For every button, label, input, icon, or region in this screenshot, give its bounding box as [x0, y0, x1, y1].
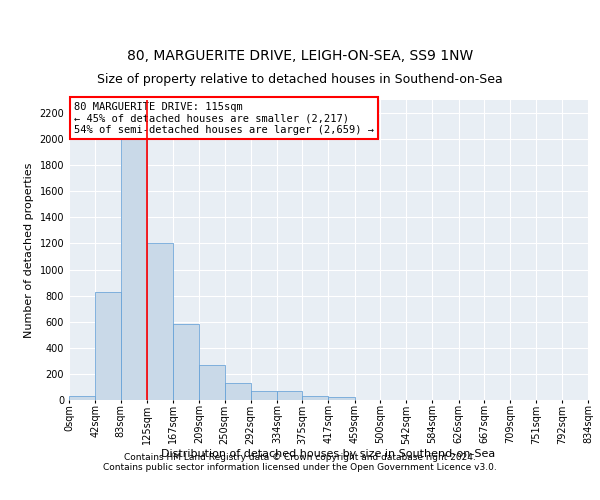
- Bar: [95, 292, 121, 400]
- Text: Size of property relative to detached houses in Southend-on-Sea: Size of property relative to detached ho…: [97, 72, 503, 86]
- Bar: [302, 396, 329, 400]
- Text: 80, MARGUERITE DRIVE, LEIGH-ON-SEA, SS9 1NW: 80, MARGUERITE DRIVE, LEIGH-ON-SEA, SS9 …: [127, 48, 473, 62]
- Bar: [199, 365, 224, 400]
- Text: 80 MARGUERITE DRIVE: 115sqm
← 45% of detached houses are smaller (2,217)
54% of : 80 MARGUERITE DRIVE: 115sqm ← 45% of det…: [74, 102, 374, 134]
- Bar: [69, 396, 95, 400]
- X-axis label: Distribution of detached houses by size in Southend-on-Sea: Distribution of detached houses by size …: [161, 449, 496, 459]
- Bar: [173, 324, 199, 400]
- Bar: [251, 391, 277, 400]
- Bar: [329, 396, 355, 400]
- Bar: [224, 383, 251, 400]
- Y-axis label: Number of detached properties: Number of detached properties: [24, 162, 34, 338]
- Bar: [147, 244, 173, 400]
- Text: Contains HM Land Registry data © Crown copyright and database right 2024.: Contains HM Land Registry data © Crown c…: [124, 454, 476, 462]
- Bar: [121, 113, 147, 400]
- Text: Contains public sector information licensed under the Open Government Licence v3: Contains public sector information licen…: [103, 464, 497, 472]
- Bar: [277, 391, 302, 400]
